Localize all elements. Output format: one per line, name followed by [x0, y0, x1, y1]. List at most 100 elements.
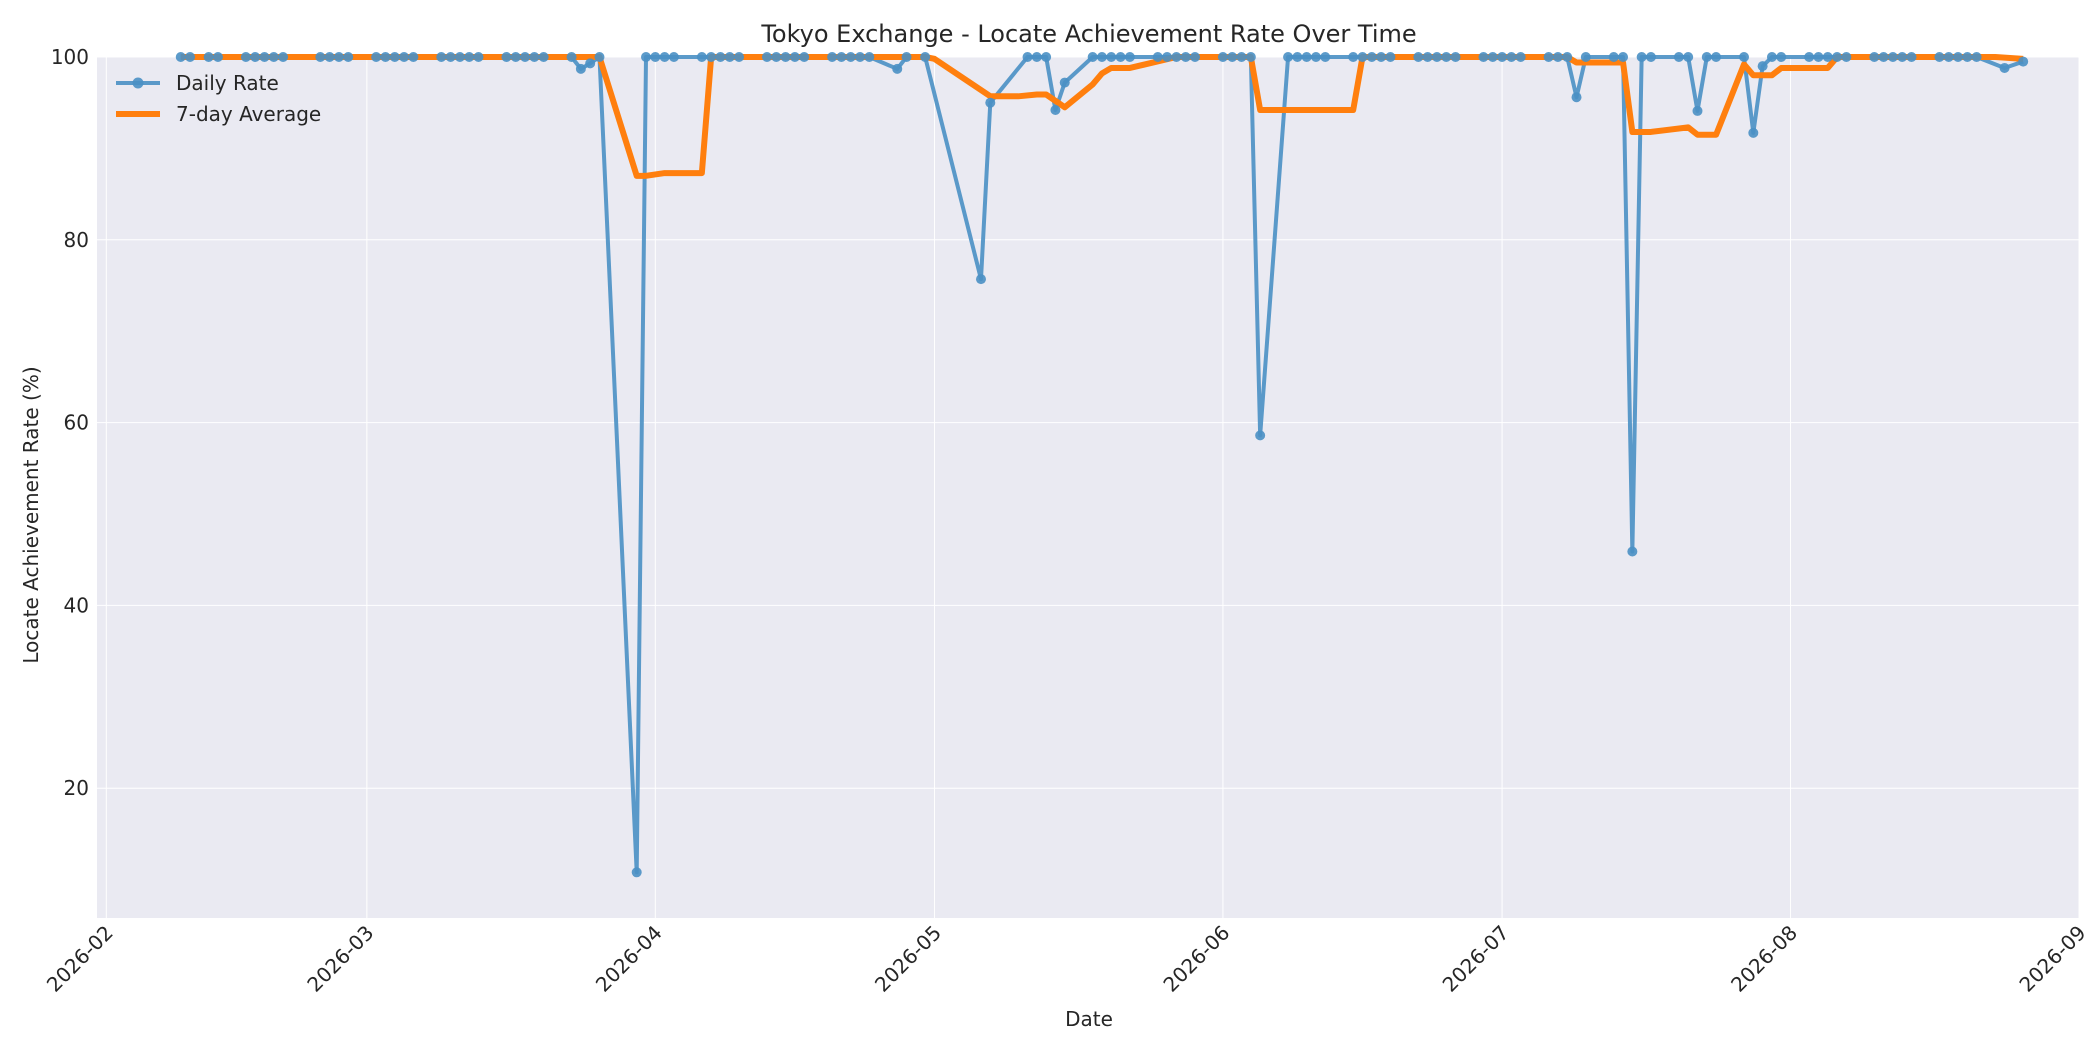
daily-rate-point: [333, 52, 344, 62]
daily-rate-point: [175, 52, 186, 62]
daily-rate-point: [771, 52, 782, 62]
daily-rate-point: [2018, 56, 2029, 67]
x-tick-label: 2026-09: [2014, 921, 2090, 997]
daily-rate-point: [1162, 52, 1173, 62]
daily-rate-point: [1348, 52, 1359, 62]
daily-rate-point: [1152, 52, 1163, 62]
daily-rate-point: [1366, 52, 1377, 62]
daily-rate-point: [1813, 52, 1824, 62]
daily-rate-point: [1692, 105, 1703, 116]
x-tick-label: 2026-04: [591, 921, 667, 997]
daily-rate-point: [343, 52, 354, 62]
daily-rate-point: [1022, 52, 1033, 62]
daily-rate-point: [1627, 546, 1638, 557]
daily-rate-point: [724, 52, 735, 62]
y-tick-label: 40: [64, 593, 89, 617]
daily-rate-point: [1292, 52, 1303, 62]
daily-rate-point: [1041, 52, 1052, 62]
daily-rate-point: [1385, 52, 1396, 62]
daily-rate-point: [1934, 52, 1945, 62]
daily-rate-point: [985, 97, 996, 108]
daily-rate-point: [1618, 52, 1629, 62]
daily-rate-point: [1906, 52, 1917, 62]
daily-rate-point: [259, 52, 270, 62]
daily-rate-point: [1124, 52, 1135, 62]
daily-rate-point: [1748, 127, 1759, 138]
daily-rate-point: [1320, 52, 1331, 62]
daily-rate-point: [594, 52, 605, 62]
daily-rate-point: [1106, 52, 1117, 62]
series-layer: [175, 52, 2029, 878]
daily-rate-point: [715, 52, 726, 62]
daily-rate-point: [1515, 52, 1526, 62]
daily-rate-point: [864, 52, 875, 62]
x-tick-label: 2026-03: [302, 921, 378, 997]
daily-rate-point: [1897, 52, 1908, 62]
daily-rate-point: [1487, 52, 1498, 62]
daily-rate-point: [1431, 52, 1442, 62]
daily-rate-point: [1115, 52, 1126, 62]
daily-rate-point: [1776, 52, 1787, 62]
daily-rate-point: [1701, 52, 1712, 62]
daily-rate-point: [1645, 52, 1656, 62]
daily-rate-point: [436, 52, 447, 62]
daily-rate-point: [399, 52, 410, 62]
daily-rate-point: [789, 52, 800, 62]
daily-rate-point: [1478, 52, 1489, 62]
daily-rate-point: [454, 52, 465, 62]
daily-rate-point: [1543, 52, 1554, 62]
daily-rate-point: [1673, 52, 1684, 62]
daily-rate-point: [1636, 52, 1647, 62]
daily-rate-point: [1953, 52, 1964, 62]
daily-rate-point: [799, 52, 810, 62]
daily-rate-point: [641, 52, 651, 62]
x-tick-label: 2026-07: [1438, 921, 1514, 997]
daily-rate-point: [380, 52, 391, 62]
daily-rate-point: [212, 52, 223, 62]
daily-rate-point: [734, 52, 745, 62]
daily-rate-point: [1943, 52, 1954, 62]
x-tick-label: 2026-02: [42, 921, 118, 997]
daily-rate-point: [659, 52, 670, 62]
daily-rate-point: [1962, 52, 1973, 62]
daily-rate-point: [1804, 52, 1815, 62]
x-tick-label: 2026-05: [870, 921, 946, 997]
daily-rate-point: [975, 274, 986, 285]
x-axis-ticks: 2026-02 2026-03 2026-04 2026-05 2026-06 2026-…: [42, 921, 2091, 997]
y-tick-label: 60: [64, 411, 89, 435]
daily-rate-markers: [175, 52, 2029, 878]
daily-rate-point: [473, 52, 484, 62]
daily-rate-point: [1059, 77, 1070, 88]
legend-daily-rate-marker: [132, 77, 144, 89]
daily-rate-point: [464, 52, 475, 62]
daily-rate-point: [1999, 62, 2010, 73]
daily-rate-point: [1227, 52, 1238, 62]
daily-rate-point: [855, 52, 866, 62]
daily-rate-point: [1887, 52, 1898, 62]
daily-rate-point: [278, 52, 289, 62]
daily-rate-point: [1552, 52, 1563, 62]
daily-rate-point: [203, 52, 214, 62]
daily-rate-point: [631, 867, 642, 878]
daily-rate-point: [1869, 52, 1880, 62]
daily-rate-point: [510, 52, 521, 62]
daily-rate-point: [845, 52, 856, 62]
daily-rate-point: [1832, 52, 1843, 62]
daily-rate-point: [1711, 52, 1722, 62]
daily-rate-point: [389, 52, 400, 62]
daily-rate-point: [1413, 52, 1424, 62]
daily-rate-point: [445, 52, 456, 62]
daily-rate-point: [827, 52, 838, 62]
daily-rate-point: [892, 63, 903, 74]
daily-rate-point: [1506, 52, 1517, 62]
daily-rate-point: [268, 52, 279, 62]
daily-rate-point: [1255, 430, 1266, 441]
daily-rate-point: [1450, 52, 1461, 62]
daily-rate-point: [371, 52, 382, 62]
x-tick-label: 2026-06: [1158, 921, 1234, 997]
daily-rate-point: [706, 52, 717, 62]
daily-rate-point: [185, 52, 196, 62]
daily-rate-point: [1096, 52, 1107, 62]
x-axis-label: Date: [1065, 1007, 1113, 1031]
